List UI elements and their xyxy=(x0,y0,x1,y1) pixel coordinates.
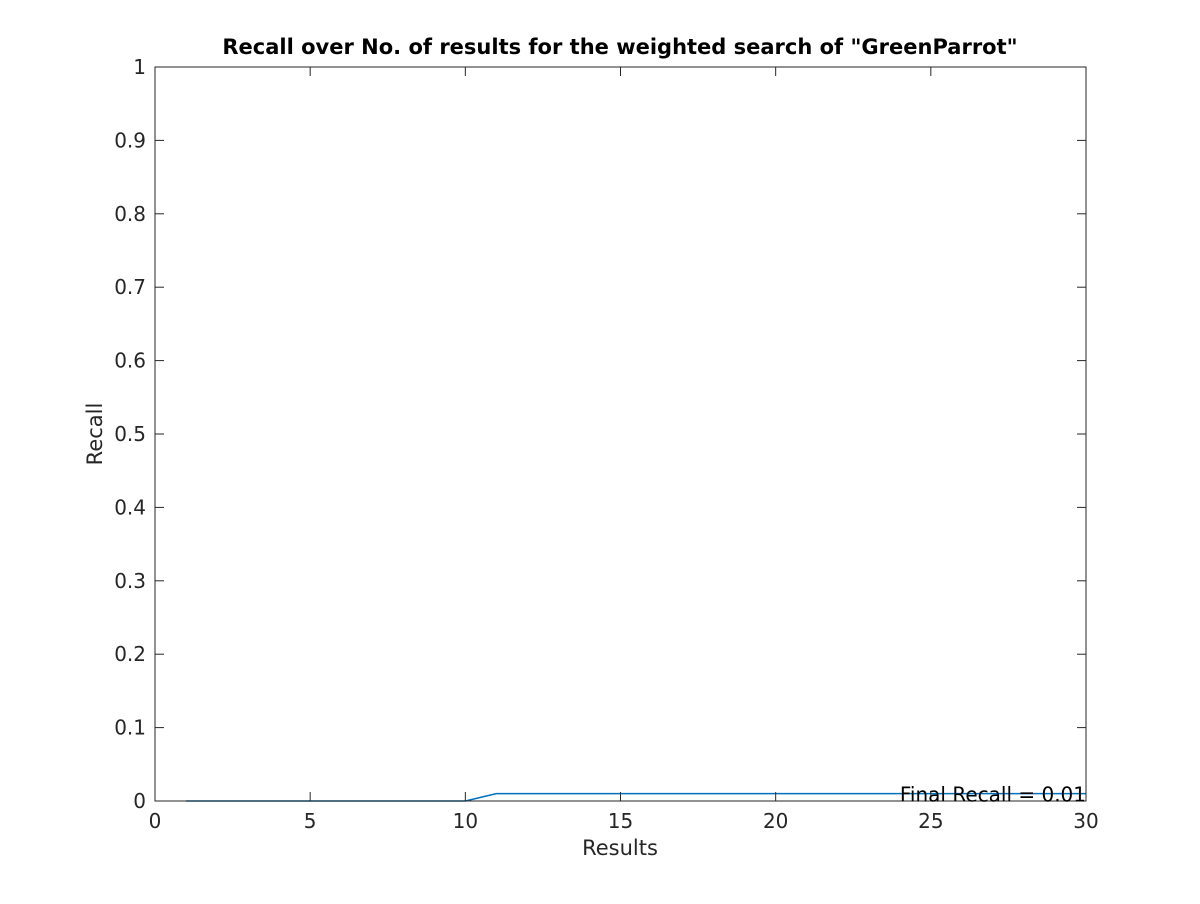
y-tick-label: 0.9 xyxy=(114,128,146,152)
y-tick-label: 0.3 xyxy=(114,569,146,593)
x-tick-label: 15 xyxy=(608,809,633,833)
x-tick-label: 25 xyxy=(918,809,943,833)
y-tick-label: 0.1 xyxy=(114,716,146,740)
ticks-layer: 0 5 10 15 20 25 30 0 0.1 0.2 0.3 0.4 0.5 0.6 0.7 0.8 0.9… xyxy=(114,55,1099,833)
final-recall-annotation: Final Recall = 0.01 xyxy=(900,783,1086,807)
x-tick-label: 20 xyxy=(763,809,788,833)
axes-box xyxy=(154,66,1087,802)
y-tick-label: 0.8 xyxy=(114,202,146,226)
y-tick-label: 0.2 xyxy=(114,642,146,666)
y-tick-label: 0.6 xyxy=(114,349,146,373)
y-tick-label: 1 xyxy=(133,55,146,79)
y-tick-label: 0 xyxy=(133,789,146,813)
chart-title: Recall over No. of results for the weigh… xyxy=(222,35,1017,59)
x-tick-label: 10 xyxy=(453,809,478,833)
y-tick-label: 0.5 xyxy=(114,422,146,446)
x-tick-label: 30 xyxy=(1073,809,1098,833)
y-tick-label: 0.4 xyxy=(114,495,146,519)
x-tick-label: 0 xyxy=(149,809,162,833)
annotation-layer: Final Recall = 0.01 xyxy=(900,783,1086,807)
x-tick-label: 5 xyxy=(304,809,317,833)
y-tick-label: 0.7 xyxy=(114,275,146,299)
x-axis-title: Results xyxy=(582,836,658,860)
plot-area xyxy=(155,67,1086,801)
y-axis-title: Recall xyxy=(83,403,107,466)
